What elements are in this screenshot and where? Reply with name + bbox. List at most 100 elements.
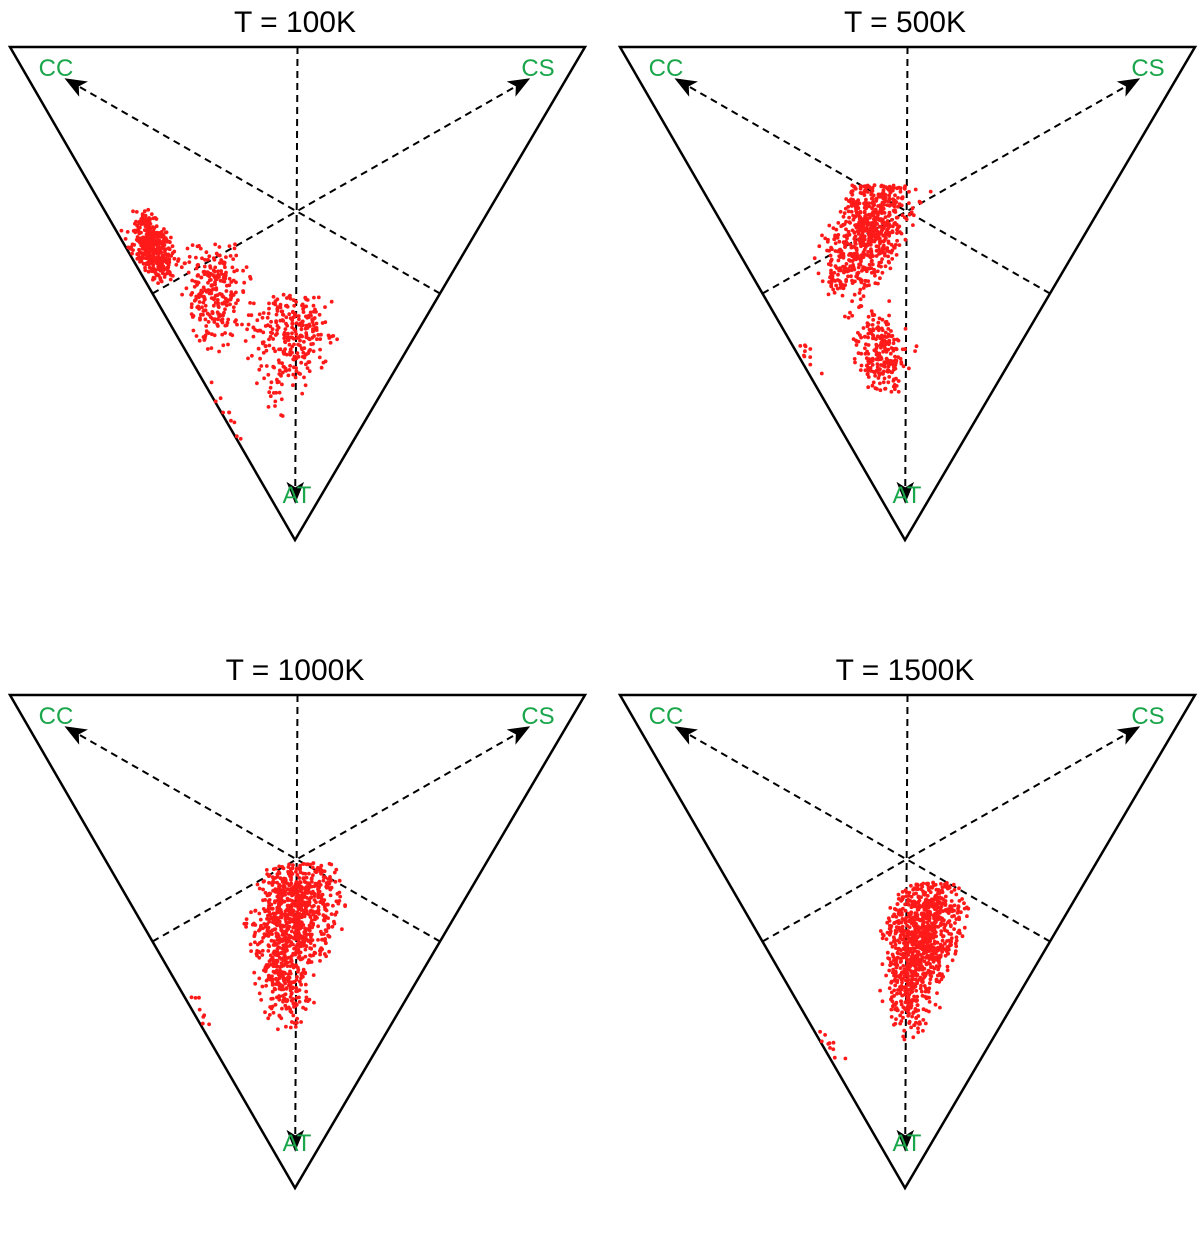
data-point [197,338,202,343]
data-point [876,326,881,330]
data-point [897,946,901,951]
data-point [887,360,891,364]
data-point [160,232,165,237]
chart-title: T = 100K [234,6,356,39]
data-point [290,325,294,330]
data-point [940,885,945,890]
data-point [169,235,173,240]
data-point [890,970,895,975]
ternary-panel-1: T = 100K CC CS AT [0,0,600,597]
data-point [294,894,299,899]
data-point [871,328,876,333]
data-point [301,911,306,916]
data-point [298,935,303,940]
data-point [870,233,875,238]
data-point [911,223,915,228]
data-point [864,225,869,230]
data-point [286,869,290,874]
data-point [257,367,262,372]
data-point [280,1006,284,1011]
data-point [866,201,871,206]
data-point [903,920,908,925]
data-point [874,248,879,253]
data-point [282,886,287,890]
data-point [880,936,885,941]
data-point [919,983,923,988]
vertex-label-at: AT [893,1130,922,1157]
data-point [301,310,306,314]
data-point [281,924,286,929]
data-point [938,945,943,949]
data-point [270,989,275,994]
data-point [884,232,889,237]
data-point [212,333,217,338]
axis-cc [64,726,441,943]
data-point [862,189,867,193]
data-point [228,302,232,307]
data-point [881,349,885,354]
data-point [266,405,271,409]
data-point [288,995,293,999]
data-point [260,315,265,320]
data-point [283,978,287,982]
data-point [128,247,133,251]
data-point [879,211,884,216]
data-point [871,318,876,322]
data-point [858,368,863,372]
data-point [887,375,892,379]
data-point [952,927,956,931]
data-point [823,1033,827,1037]
data-point [894,925,899,930]
data-point [300,319,305,324]
data-point [271,391,276,395]
data-point [876,357,880,362]
data-point [919,883,924,887]
data-point [150,268,155,273]
axis-at [896,694,915,1152]
data-point [932,897,937,902]
data-point [316,333,321,337]
data-point [283,327,288,331]
data-point [874,244,879,249]
data-point [202,338,207,342]
data-point [271,1010,276,1015]
data-point [859,191,864,196]
data-point [902,1037,907,1042]
data-point [818,1029,822,1034]
data-point [264,868,269,872]
data-point [828,253,833,258]
data-point [928,890,933,895]
data-point [907,1011,911,1016]
data-point [292,303,297,308]
data-point [277,940,281,945]
data-point [883,346,887,351]
data-point [862,282,867,287]
data-point [218,278,223,283]
data-point [902,186,907,191]
data-point [316,905,321,909]
data-point [950,909,955,914]
data-point [942,926,947,930]
data-point [836,249,840,254]
data-point [268,334,273,339]
data-point [257,991,262,996]
data-point [196,304,201,309]
data-point [828,1046,832,1050]
data-point [229,418,233,423]
data-point [206,280,210,285]
data-point [862,193,867,198]
data-point [906,911,911,916]
data-point [295,919,300,924]
data-point [905,999,910,1004]
data-point [857,262,861,267]
data-point [907,950,911,955]
data-point [829,283,833,288]
data-point [851,200,856,205]
data-point [859,239,864,244]
data-point [829,259,833,264]
data-point [224,323,229,328]
data-point [283,889,288,894]
data-point [936,888,941,892]
data-point [185,246,190,251]
data-point [318,337,323,341]
